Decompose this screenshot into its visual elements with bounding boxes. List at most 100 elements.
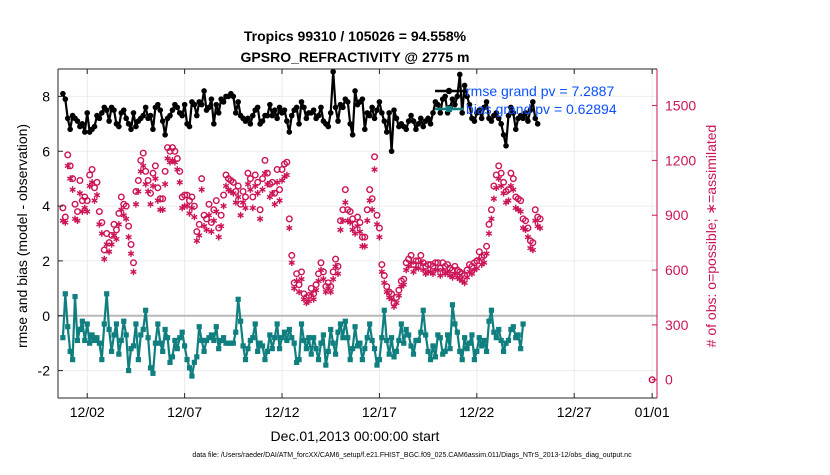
bias-point — [425, 348, 431, 354]
bias-point — [160, 348, 166, 354]
obs-assimilated-point — [532, 217, 539, 224]
rmse-point — [359, 96, 366, 102]
obs-assimilated-point — [332, 263, 339, 270]
obs-assimilated-point — [64, 162, 71, 170]
bias-point — [410, 351, 417, 357]
bias-point — [386, 351, 392, 357]
bias-point — [430, 343, 436, 349]
rmse-point — [157, 107, 164, 113]
bias-point — [454, 329, 460, 335]
bias-point — [381, 307, 387, 313]
obs-possible-point — [434, 259, 442, 267]
obs-possible-point — [134, 176, 142, 184]
obs-assimilated-point — [366, 197, 373, 204]
obs-assimilated-point — [293, 277, 300, 285]
obs-possible-point — [139, 149, 147, 157]
bias-point — [513, 335, 519, 341]
bias-point — [218, 337, 224, 344]
obs-possible-point — [117, 193, 125, 201]
rmse-point — [505, 112, 512, 119]
bias-point — [391, 354, 397, 360]
rmse-point — [245, 115, 251, 122]
obs-assimilated-point — [400, 281, 407, 288]
obs-possible-point — [127, 240, 135, 248]
obs-possible-point — [171, 147, 179, 155]
rmse-point — [99, 110, 105, 116]
obs-assimilated-point — [312, 286, 320, 294]
bias-point — [172, 337, 178, 344]
bias-point — [440, 351, 446, 357]
bias-point — [104, 291, 110, 297]
bias-point — [444, 332, 451, 338]
obs-assimilated-point — [191, 213, 198, 221]
bias-point — [367, 321, 373, 327]
rmse-point — [213, 101, 220, 108]
rmse-point — [379, 110, 385, 116]
rmse-point — [254, 104, 261, 111]
obs-assimilated-point — [315, 277, 322, 285]
bias-point — [70, 357, 76, 363]
obs-assimilated-point — [376, 233, 383, 241]
y-tick-label-left: 8 — [42, 88, 50, 104]
obs-assimilated-point — [286, 224, 293, 232]
obs-possible-point — [149, 169, 157, 177]
obs-assimilated-point — [320, 275, 327, 283]
obs-assimilated-point — [186, 210, 193, 217]
obs-assimilated-point — [96, 221, 103, 228]
obs-assimilated-point — [252, 182, 259, 190]
obs-assimilated-point — [98, 230, 106, 237]
bias-point — [332, 351, 339, 357]
rmse-point — [410, 118, 417, 124]
bias-point — [401, 340, 407, 346]
obs-assimilated-point — [132, 201, 140, 208]
bias-point — [423, 332, 429, 338]
obs-possible-point — [529, 239, 537, 247]
bias-point — [108, 348, 115, 354]
obs-assimilated-point — [242, 204, 249, 212]
obs-assimilated-point — [161, 180, 169, 188]
obs-possible-point — [378, 261, 386, 269]
rmse-point — [405, 118, 412, 124]
obs-possible-point — [246, 175, 254, 183]
bias-point — [298, 321, 305, 327]
bias-point — [357, 340, 363, 346]
obs-assimilated-point — [364, 217, 371, 224]
bias-point — [396, 337, 402, 344]
bias-point — [342, 318, 348, 324]
obs-assimilated-point — [239, 199, 247, 206]
bias-point — [464, 346, 470, 352]
bias-point — [201, 348, 207, 354]
obs-possible-point — [256, 206, 264, 214]
bias-point — [65, 324, 71, 330]
obs-assimilated-point — [127, 250, 135, 257]
bias-point — [194, 354, 200, 360]
obs-possible-point — [417, 251, 425, 259]
bias-point — [74, 337, 81, 344]
obs-possible-point — [475, 248, 483, 256]
obs-assimilated-point — [234, 193, 242, 201]
obs-assimilated-point — [337, 226, 344, 234]
obs-possible-point — [181, 191, 189, 199]
bias-point — [262, 357, 268, 363]
bias-point — [123, 332, 129, 338]
obs-assimilated-point — [198, 186, 205, 193]
bias-point — [62, 291, 68, 297]
obs-possible-point — [251, 171, 259, 179]
obs-assimilated-point — [529, 246, 537, 254]
rmse-point — [530, 99, 536, 105]
obs-assimilated-point — [91, 197, 98, 204]
chart-title-line-1: Tropics 99310 / 105026 = 94.558% — [244, 28, 467, 44]
rmse-point — [478, 115, 485, 122]
rmse-point — [91, 123, 98, 130]
obs-possible-point — [278, 166, 286, 174]
obs-assimilated-point — [247, 186, 254, 193]
rmse-point — [60, 90, 66, 97]
obs-assimilated-point — [288, 259, 295, 266]
rmse-point — [500, 132, 507, 138]
obs-assimilated-point — [417, 259, 425, 266]
obs-assimilated-point — [493, 184, 500, 192]
bias-point — [135, 357, 141, 363]
obs-assimilated-point — [371, 166, 378, 173]
bias-point — [89, 332, 95, 338]
rmse-point — [512, 126, 519, 133]
